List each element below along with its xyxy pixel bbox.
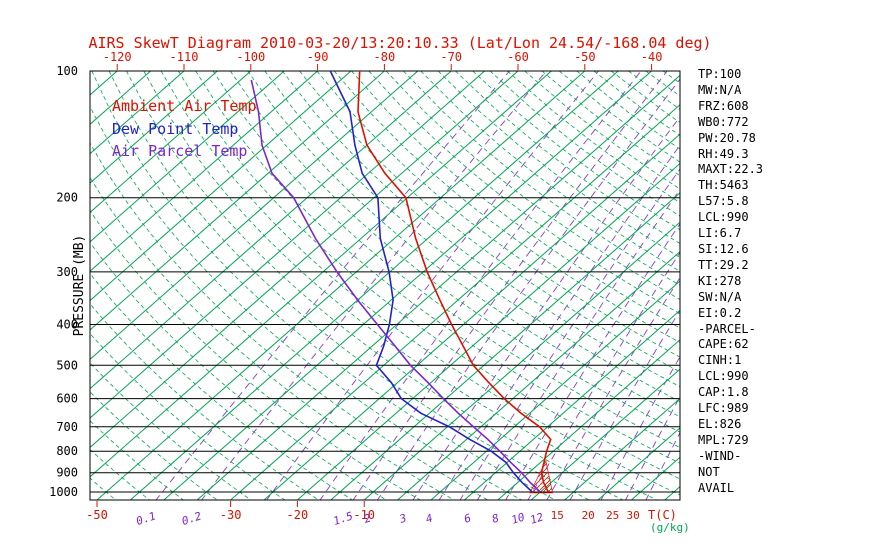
dew-point-curve bbox=[329, 71, 533, 493]
stat-line: FRZ:608 bbox=[698, 98, 749, 113]
svg-text:-80: -80 bbox=[374, 50, 396, 64]
legend-item-dew-point-temp: Dew Point Temp bbox=[112, 119, 239, 138]
stat-line: NOT bbox=[698, 464, 720, 479]
stats-panel: TP:100 MW:N/A FRZ:608 WB0:772 PW:20.78 RH:49.… bbox=[698, 67, 763, 496]
stat-line: -WIND- bbox=[698, 448, 742, 463]
plot-frame bbox=[89, 70, 681, 501]
mixing-ratio-axis-labels-right: 15 20 25 30 bbox=[551, 509, 640, 522]
svg-text:-30: -30 bbox=[220, 508, 242, 522]
stat-line: PW:20.78 bbox=[698, 130, 756, 145]
legend: Ambient Air Temp Dew Point Temp Air Parc… bbox=[112, 95, 257, 163]
svg-text:8: 8 bbox=[490, 511, 501, 526]
stat-line: MW:N/A bbox=[698, 82, 742, 97]
svg-text:25: 25 bbox=[606, 509, 619, 522]
svg-text:6: 6 bbox=[462, 511, 473, 526]
svg-text:100: 100 bbox=[56, 64, 78, 78]
pressure-axis-labels: 100 200 300 400 500 600 700 800 900 1000 bbox=[49, 64, 78, 499]
top-temperature-axis: -120 -110 -100 -90 -80 -70 -60 -50 -40 bbox=[103, 50, 663, 70]
svg-text:1000: 1000 bbox=[49, 485, 78, 499]
svg-text:-50: -50 bbox=[574, 50, 596, 64]
bottom-temperature-axis: -50 -30 -20 -10 bbox=[86, 501, 375, 522]
stat-line: EI:0.2 bbox=[698, 305, 742, 320]
cape-hatch-area bbox=[529, 460, 554, 494]
svg-text:800: 800 bbox=[56, 444, 78, 458]
svg-text:0.1: 0.1 bbox=[135, 509, 158, 528]
chart-title: AIRS SkewT Diagram 2010-03-20/13:20:10.3… bbox=[88, 34, 712, 52]
svg-text:12: 12 bbox=[529, 510, 546, 527]
legend-item-ambient-air-temp: Ambient Air Temp bbox=[112, 97, 257, 115]
stat-line: MPL:729 bbox=[698, 432, 749, 447]
ambient-temp-curve bbox=[357, 71, 552, 493]
stat-line: WB0:772 bbox=[698, 114, 749, 129]
svg-text:900: 900 bbox=[56, 466, 78, 480]
svg-text:10: 10 bbox=[510, 510, 527, 527]
stat-line: TP:100 bbox=[698, 67, 742, 81]
svg-text:3: 3 bbox=[397, 511, 408, 526]
stat-line: SI:12.6 bbox=[698, 241, 749, 256]
temperature-unit-label: T(C) bbox=[648, 508, 677, 522]
stat-line: -PARCEL- bbox=[698, 321, 756, 336]
svg-text:0.2: 0.2 bbox=[180, 509, 203, 528]
svg-text:30: 30 bbox=[626, 509, 639, 522]
mixing-ratio-axis-labels: 0.1 0.2 1.5 2 3 4 6 8 10 12 bbox=[135, 509, 546, 528]
svg-text:600: 600 bbox=[56, 392, 78, 406]
mixing-unit-label: (g/kg) bbox=[650, 521, 690, 534]
svg-text:-110: -110 bbox=[170, 50, 199, 64]
stat-line: TH:5463 bbox=[698, 178, 749, 193]
stat-line: MAXT:22.3 bbox=[698, 162, 764, 177]
stat-line: KI:278 bbox=[698, 273, 742, 288]
stat-line: CINH:1 bbox=[698, 353, 742, 368]
stat-line: RH:49.3 bbox=[698, 146, 749, 161]
svg-text:500: 500 bbox=[56, 358, 78, 372]
svg-text:2: 2 bbox=[362, 511, 373, 526]
svg-text:200: 200 bbox=[56, 191, 78, 205]
svg-text:15: 15 bbox=[551, 509, 564, 522]
stat-line: LCL:990 bbox=[698, 210, 749, 225]
svg-text:-120: -120 bbox=[103, 50, 132, 64]
stat-line: CAPE:62 bbox=[698, 337, 749, 352]
svg-text:-100: -100 bbox=[236, 50, 265, 64]
isotherm-lines bbox=[90, 71, 680, 500]
svg-text:300: 300 bbox=[56, 265, 78, 279]
stat-line: SW:N/A bbox=[698, 289, 742, 304]
svg-text:-10: -10 bbox=[353, 508, 375, 522]
svg-text:-40: -40 bbox=[641, 50, 663, 64]
svg-text:1.5: 1.5 bbox=[332, 509, 355, 528]
svg-text:4: 4 bbox=[424, 511, 434, 525]
svg-text:-70: -70 bbox=[440, 50, 462, 64]
svg-text:-60: -60 bbox=[507, 50, 529, 64]
stat-line: AVAIL bbox=[698, 480, 735, 495]
stat-line: LFC:989 bbox=[698, 401, 749, 416]
svg-text:-20: -20 bbox=[287, 508, 309, 522]
svg-text:700: 700 bbox=[56, 420, 78, 434]
stat-line: LI:6.7 bbox=[698, 226, 742, 241]
stat-line: EL:826 bbox=[698, 416, 742, 431]
svg-text:20: 20 bbox=[582, 509, 595, 522]
air-parcel-curve bbox=[250, 79, 541, 493]
svg-text:-50: -50 bbox=[86, 508, 108, 522]
stat-line: LCL:990 bbox=[698, 369, 749, 384]
stat-line: CAP:1.8 bbox=[698, 385, 749, 400]
stat-line: L57:5.8 bbox=[698, 194, 749, 209]
pressure-axis-title: PRESSURE (MB) bbox=[72, 235, 87, 337]
svg-text:-90: -90 bbox=[307, 50, 329, 64]
legend-item-air-parcel-temp: Air Parcel Temp bbox=[112, 142, 248, 160]
svg-text:400: 400 bbox=[56, 318, 78, 332]
stat-line: TT:29.2 bbox=[698, 257, 749, 272]
